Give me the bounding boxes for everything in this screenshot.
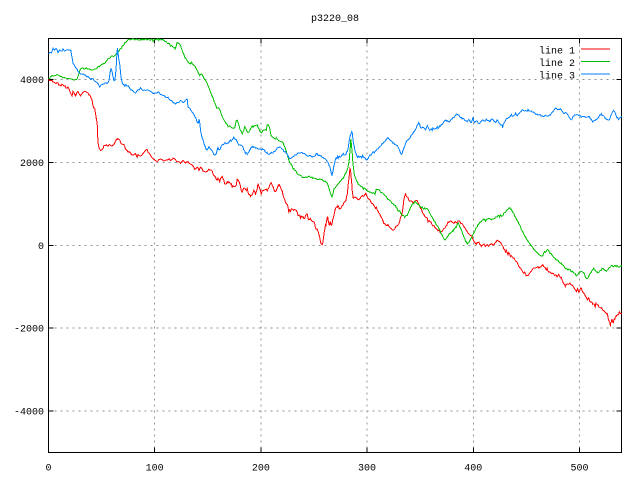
svg-text:0: 0 [45, 464, 51, 475]
svg-text:200: 200 [252, 464, 270, 475]
svg-text:p3220_08: p3220_08 [311, 14, 359, 25]
svg-text:line 1: line 1 [539, 45, 575, 57]
svg-text:0: 0 [38, 242, 44, 253]
svg-text:-4000: -4000 [14, 408, 44, 419]
svg-text:line 3: line 3 [539, 70, 575, 82]
svg-text:100: 100 [146, 464, 164, 475]
svg-text:500: 500 [570, 464, 588, 475]
svg-text:-2000: -2000 [14, 325, 44, 336]
svg-text:400: 400 [464, 464, 482, 475]
svg-text:4000: 4000 [20, 76, 44, 87]
svg-text:2000: 2000 [20, 159, 44, 170]
svg-text:line 2: line 2 [539, 58, 575, 70]
svg-text:300: 300 [358, 464, 376, 475]
